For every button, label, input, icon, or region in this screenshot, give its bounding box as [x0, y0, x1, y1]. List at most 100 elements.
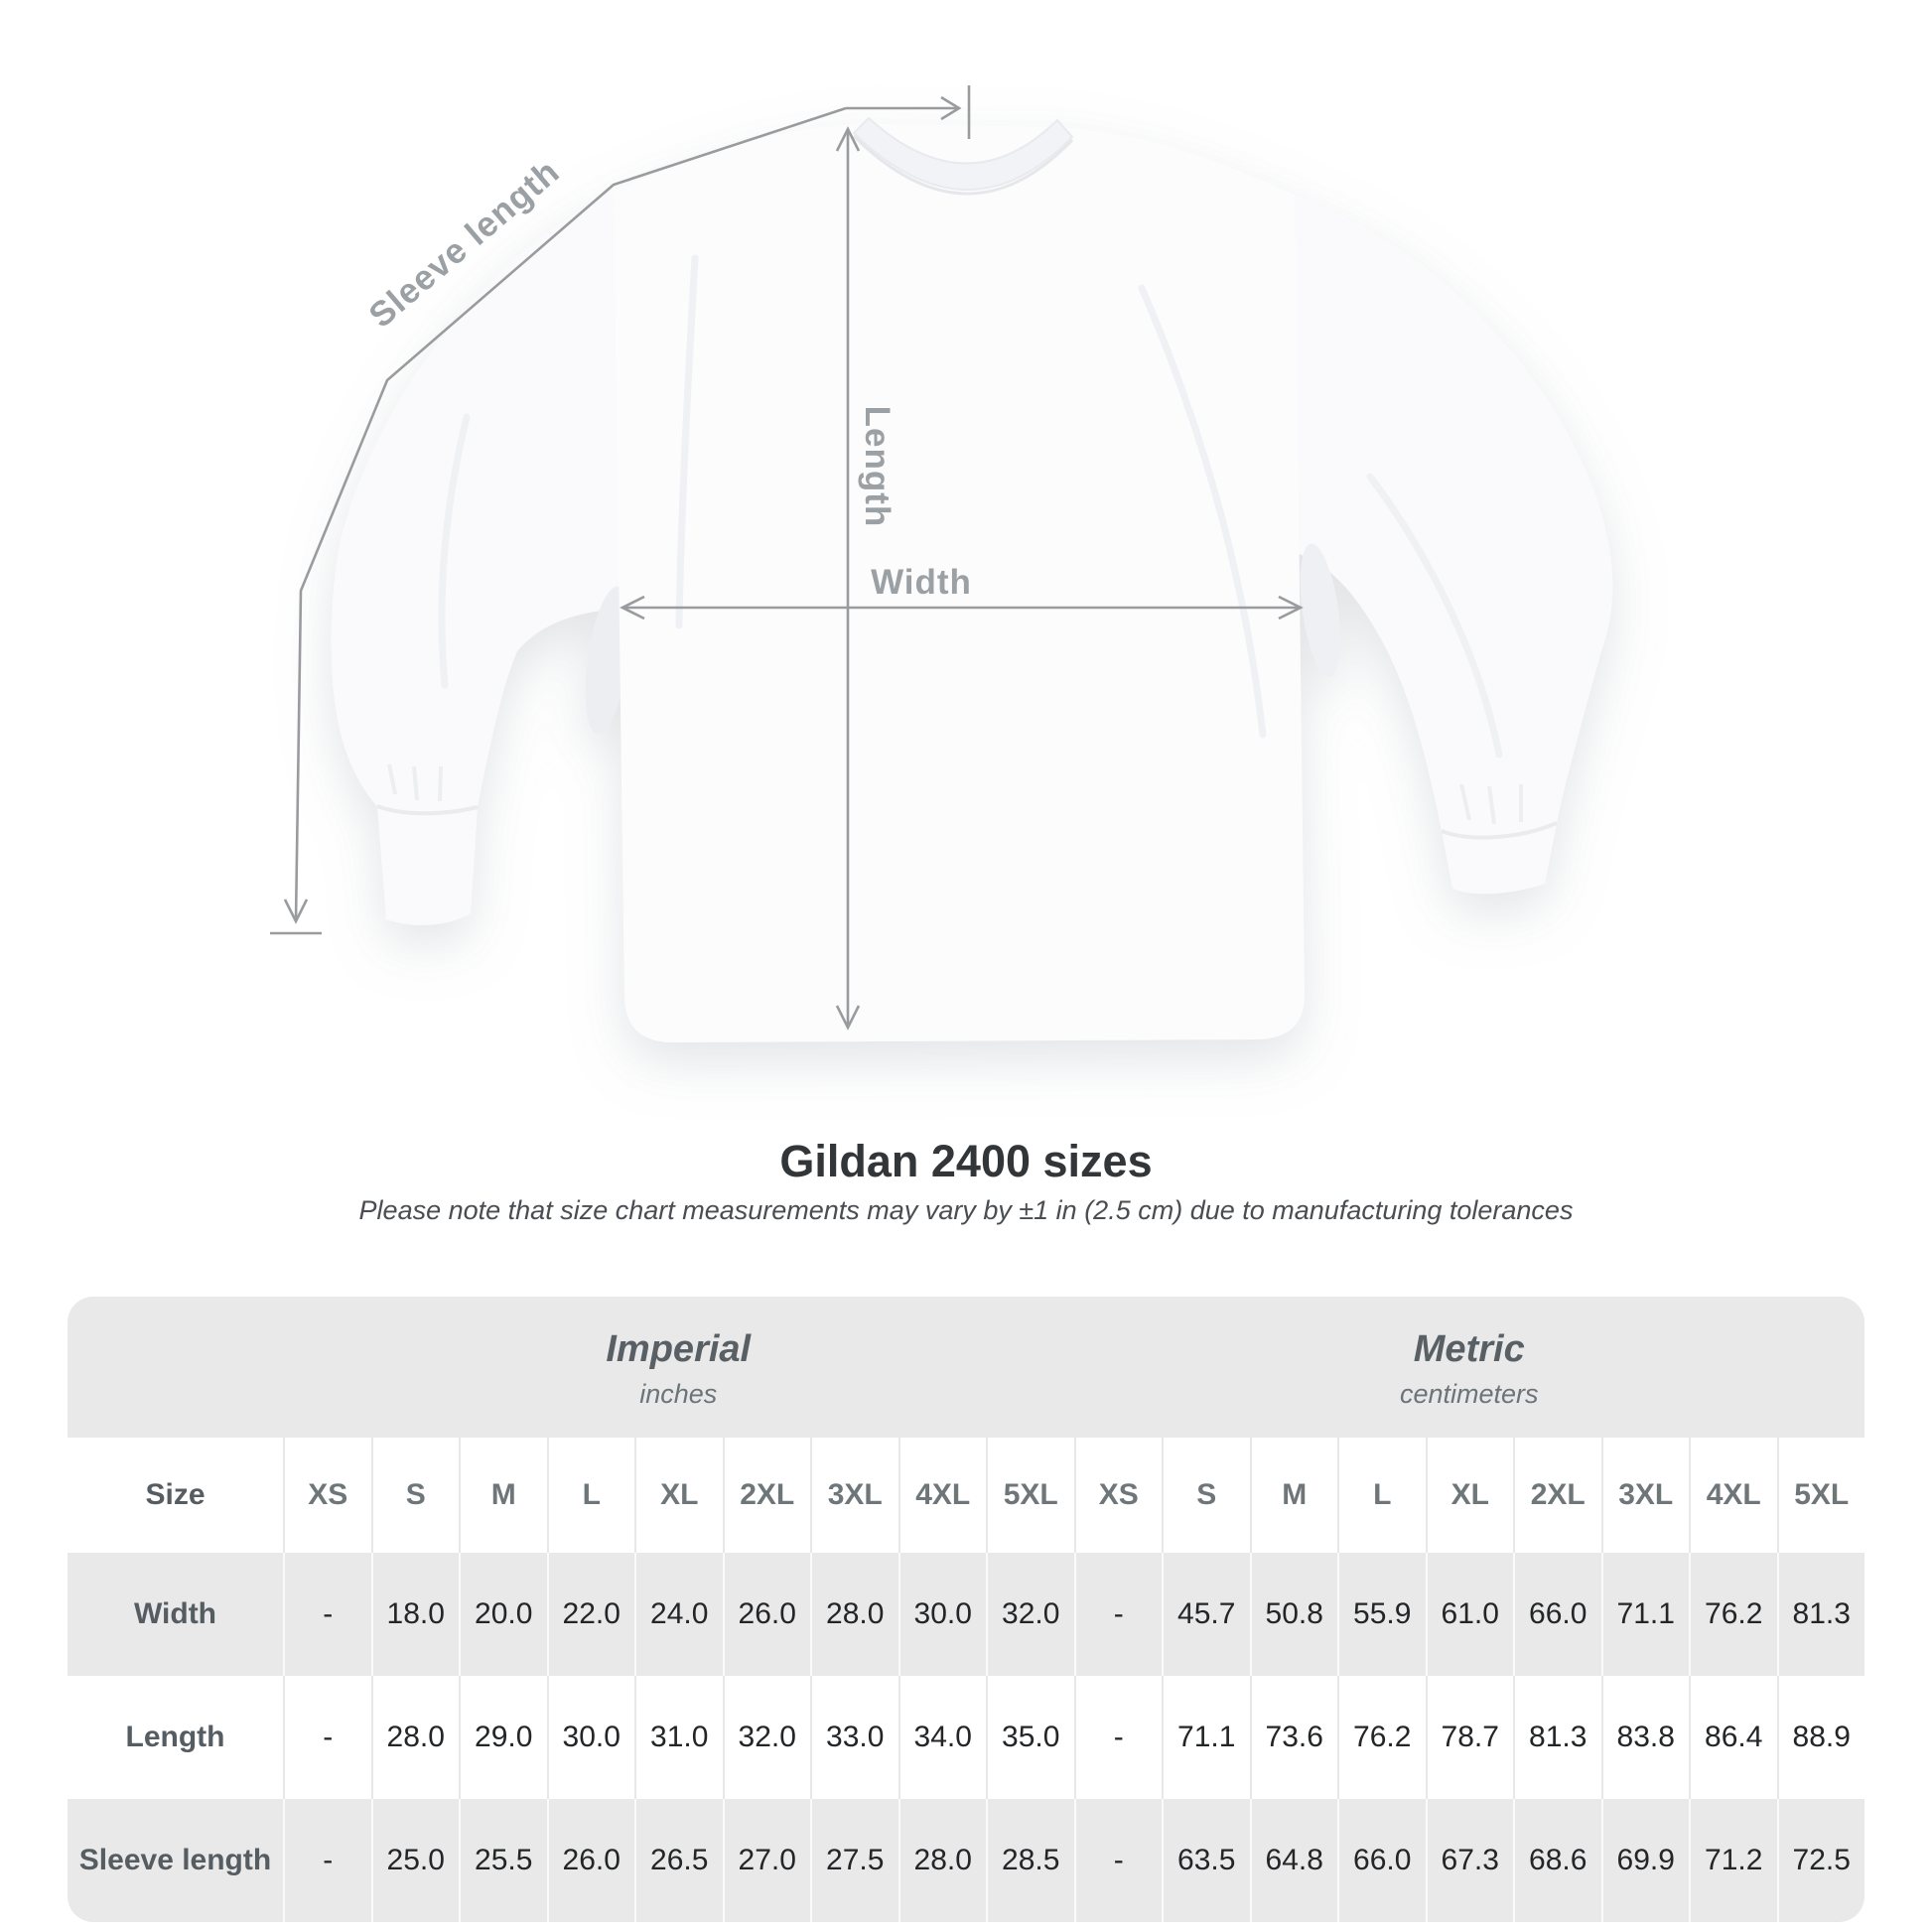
value-cell-metric: 45.7: [1162, 1553, 1250, 1676]
size-header-metric: 3XL: [1600, 1438, 1689, 1553]
size-header-metric: 5XL: [1776, 1438, 1864, 1553]
right-underarm-shadow: [1300, 543, 1341, 678]
value-cell-imperial: 29.0: [459, 1676, 547, 1799]
left-underarm-shadow: [585, 586, 630, 735]
length-label: Length: [858, 406, 897, 528]
measurement-lines: [270, 85, 1304, 1031]
value-cell-imperial: 35.0: [986, 1676, 1074, 1799]
size-header-imperial: 4XL: [897, 1438, 986, 1553]
page-title: Gildan 2400 sizes: [779, 1136, 1153, 1186]
value-cell-imperial: 25.0: [370, 1799, 459, 1922]
value-cell-metric: 81.3: [1513, 1676, 1601, 1799]
value-cell-imperial: 28.0: [897, 1799, 986, 1922]
size-header-metric: XL: [1425, 1438, 1513, 1553]
value-cell-imperial: 28.0: [810, 1553, 898, 1676]
row-label: Length: [68, 1676, 283, 1799]
value-cell-metric: 81.3: [1776, 1553, 1864, 1676]
size-header-imperial: 3XL: [810, 1438, 898, 1553]
size-table: Imperial inches Metric centimeters Size X…: [68, 1297, 1864, 1922]
imperial-unit: inches: [639, 1379, 718, 1409]
long-sleeve-shirt-illustration: [331, 116, 1613, 1042]
collar-seam: [852, 134, 1074, 196]
size-header-metric: 2XL: [1513, 1438, 1601, 1553]
value-cell-imperial: 26.0: [546, 1799, 634, 1922]
length-arrow: [835, 126, 861, 1031]
value-cell-imperial: -: [283, 1553, 371, 1676]
row-label: Width: [68, 1553, 283, 1676]
metric-group-header: Metric centimeters: [1074, 1297, 1865, 1438]
shirt-body: [614, 124, 1306, 1042]
value-cell-metric: 76.2: [1337, 1676, 1426, 1799]
value-cell-metric: 73.6: [1249, 1676, 1337, 1799]
value-cell-imperial: -: [283, 1676, 371, 1799]
value-cell-imperial: 25.5: [459, 1799, 547, 1922]
value-cell-imperial: 20.0: [459, 1553, 547, 1676]
collar: [852, 116, 1074, 191]
metric-title: Metric: [1413, 1328, 1525, 1370]
size-header-metric: S: [1162, 1438, 1250, 1553]
cuff-gathers: [387, 763, 1523, 825]
value-cell-imperial: -: [283, 1799, 371, 1922]
value-cell-imperial: 31.0: [634, 1676, 723, 1799]
value-cell-metric: -: [1073, 1676, 1162, 1799]
width-label: Width: [871, 563, 972, 602]
value-cell-imperial: 26.5: [634, 1799, 723, 1922]
band-spacer: [68, 1297, 283, 1438]
value-cell-imperial: 28.0: [370, 1676, 459, 1799]
value-cell-imperial: 34.0: [897, 1676, 986, 1799]
value-cell-imperial: 27.5: [810, 1799, 898, 1922]
value-cell-metric: -: [1073, 1799, 1162, 1922]
value-cell-metric: 68.6: [1513, 1799, 1601, 1922]
size-header-imperial: L: [546, 1438, 634, 1553]
value-cell-metric: 71.1: [1162, 1676, 1250, 1799]
size-header-metric: 4XL: [1689, 1438, 1777, 1553]
size-header-imperial: S: [370, 1438, 459, 1553]
size-header-metric: M: [1249, 1438, 1337, 1553]
value-cell-metric: 71.2: [1689, 1799, 1777, 1922]
value-cell-metric: 55.9: [1337, 1553, 1426, 1676]
value-cell-imperial: 26.0: [722, 1553, 810, 1676]
size-table-grid: Size XS S M L XL 2XL 3XL 4XL 5XL XS S M L XL 2XL 3XL 4XL 5…: [68, 1438, 1864, 1922]
value-cell-metric: 50.8: [1249, 1553, 1337, 1676]
value-cell-imperial: 30.0: [897, 1553, 986, 1676]
value-cell-metric: 66.0: [1337, 1799, 1426, 1922]
value-cell-metric: 66.0: [1513, 1553, 1601, 1676]
value-cell-metric: 61.0: [1425, 1553, 1513, 1676]
value-cell-imperial: 32.0: [722, 1676, 810, 1799]
imperial-title: Imperial: [606, 1328, 752, 1370]
value-cell-imperial: 24.0: [634, 1553, 723, 1676]
value-cell-metric: 63.5: [1162, 1799, 1250, 1922]
value-cell-metric: 88.9: [1776, 1676, 1864, 1799]
size-header-imperial: 2XL: [722, 1438, 810, 1553]
value-cell-metric: 67.3: [1425, 1799, 1513, 1922]
value-cell-metric: 83.8: [1600, 1676, 1689, 1799]
shirt-left-sleeve: [331, 191, 623, 925]
imperial-group-header: Imperial inches: [283, 1297, 1074, 1438]
value-cell-imperial: 27.0: [722, 1799, 810, 1922]
shirt-measurement-diagram: Width Length Sleeve length: [270, 85, 1613, 1042]
right-cuff-seam: [1441, 821, 1558, 840]
value-cell-imperial: 33.0: [810, 1676, 898, 1799]
size-header-metric: L: [1337, 1438, 1426, 1553]
size-header-imperial: XS: [283, 1438, 371, 1553]
unit-group-header-band: Imperial inches Metric centimeters: [68, 1297, 1864, 1438]
value-cell-imperial: 22.0: [546, 1553, 634, 1676]
size-header-imperial: XL: [634, 1438, 723, 1553]
page-subtitle: Please note that size chart measurements…: [358, 1195, 1574, 1225]
row-label: Sleeve length: [68, 1799, 283, 1922]
width-arrow: [620, 595, 1304, 621]
size-header-imperial: 5XL: [986, 1438, 1074, 1553]
value-cell-metric: -: [1073, 1553, 1162, 1676]
value-cell-metric: 86.4: [1689, 1676, 1777, 1799]
value-cell-metric: 71.1: [1600, 1553, 1689, 1676]
left-cuff-seam: [376, 804, 479, 816]
shirt-right-sleeve: [1295, 195, 1613, 895]
sleeve-length-arrow: [270, 85, 971, 935]
metric-unit: centimeters: [1399, 1379, 1539, 1409]
size-header-imperial: M: [459, 1438, 547, 1553]
value-cell-metric: 64.8: [1249, 1799, 1337, 1922]
value-cell-metric: 72.5: [1776, 1799, 1864, 1922]
value-cell-metric: 69.9: [1600, 1799, 1689, 1922]
size-corner-header: Size: [68, 1438, 283, 1553]
